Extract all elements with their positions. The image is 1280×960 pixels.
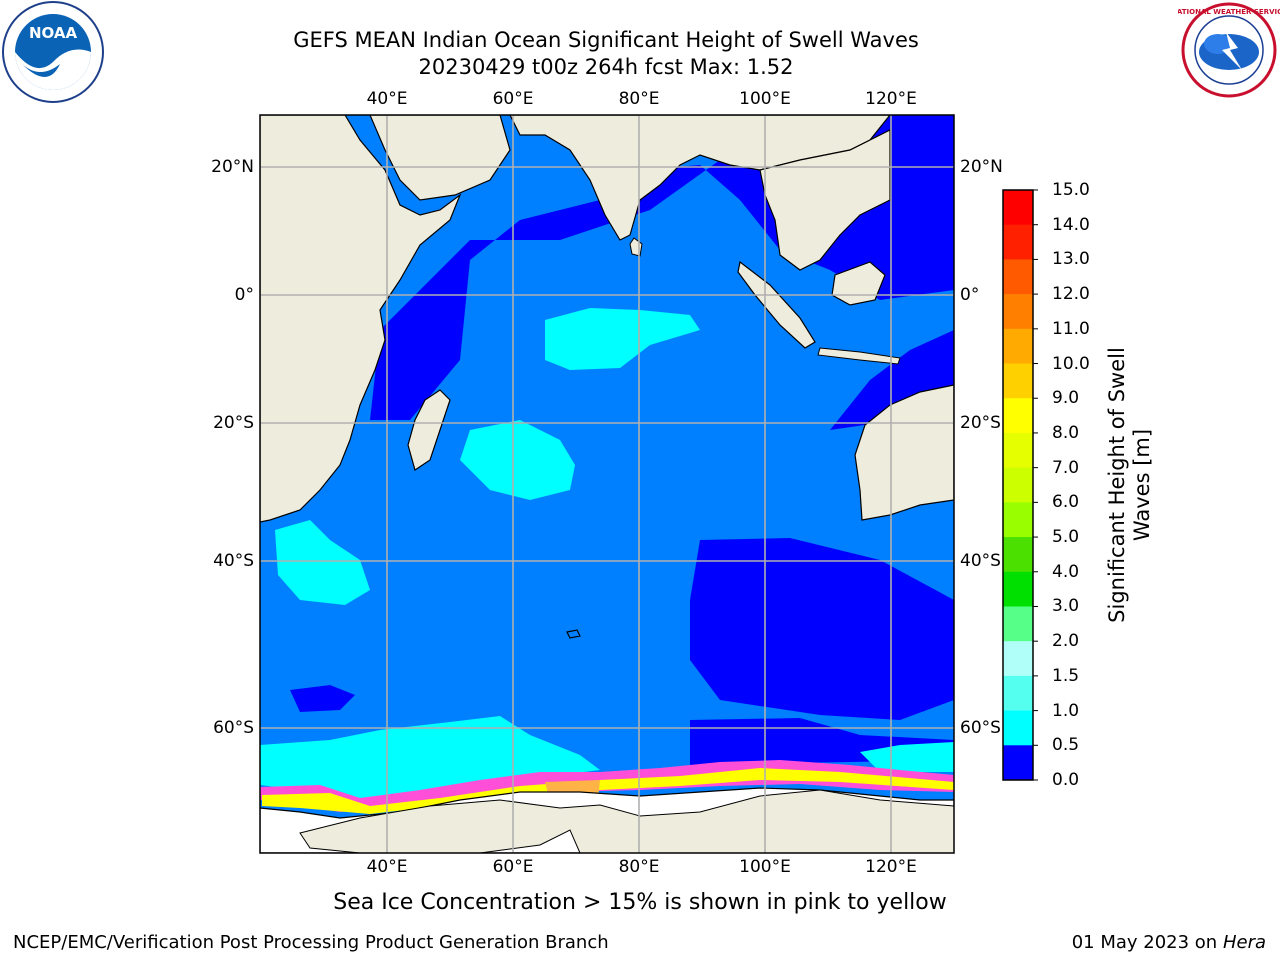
colorbar-title-line1: Significant Height of Swell [1105,347,1129,623]
lon-label-bottom-60e: 60°E [492,857,534,877]
colorbar-segment [1003,502,1033,538]
high-swell-patch-3 [275,520,370,605]
map-title: GEFS MEAN Indian Ocean Significant Heigh… [293,28,919,52]
antarctica-interior [299,789,954,853]
sumatra-land [737,260,816,349]
australia-land [854,384,954,521]
map-gridlines [260,115,954,853]
lat-label-right-20n: 20°N [960,157,1003,177]
colorbar-segment [1003,537,1033,573]
colorbar-segment [1003,432,1033,469]
colorbar-tick-label: 12.0 [1052,284,1090,305]
indochina-land [759,129,891,271]
colorbar-tick-label: 14.0 [1052,214,1090,235]
lat-label-left-20n: 20°N [211,157,254,177]
lat-label-left-60s: 60°S [213,718,254,738]
footer-producer: NCEP/EMC/Verification Post Processing Pr… [13,932,609,953]
footer-date-text: 01 May 2023 on [1071,932,1218,953]
colorbar-tick-label: 0.0 [1052,770,1080,790]
colorbar-segment [1003,606,1033,642]
colorbar-segment [1003,571,1033,607]
colorbar-segment [1003,224,1033,260]
kerguelen-island [566,629,581,639]
colorbar-segment [1003,467,1033,503]
colorbar-tick-label: 7.0 [1052,457,1080,478]
colorbar-title-line2: Waves [m] [1130,428,1154,542]
nws-logo: NATIONAL WEATHER SERVICE [1178,2,1280,98]
lat-label-right-60s: 60°S [960,718,1001,738]
colorbar-tick-label: 8.0 [1052,422,1080,443]
sea-ice-caption: Sea Ice Concentration > 15% is shown in … [333,890,947,915]
colorbar-segment [1003,328,1033,365]
colorbar-tick-label: 9.0 [1052,388,1080,409]
lon-label-top-60e: 60°E [492,89,534,109]
colorbar-segment [1003,710,1033,746]
colorbar-segment [1003,294,1033,330]
colorbar-tick-label: 0.5 [1052,735,1080,756]
lon-label-bottom-40e: 40°E [366,857,408,877]
footer-date: 01 May 2023 on Hera [1072,932,1266,953]
colorbar-tick-label: 15.0 [1052,180,1090,200]
map-subtitle: 20230429 t00z 264h fcst Max: 1.52 [418,55,794,79]
colorbar [1002,189,1038,781]
colorbar-segment [1003,641,1033,677]
nws-logo-text: NATIONAL WEATHER SERVICE [1178,8,1280,16]
colorbar-tick-label: 3.0 [1052,596,1080,617]
colorbar-segment [1003,190,1033,226]
colorbar-tick-label: 10.0 [1052,353,1090,374]
colorbar-segment [1003,259,1033,295]
colorbar-tick-label: 4.0 [1052,561,1080,582]
footer-machine: Hera [1222,932,1266,953]
colorbar-segment [1003,398,1033,434]
high-swell-patch-2 [460,420,575,500]
high-swell-patch-se [860,742,954,772]
map-frame [259,114,955,854]
madagascar-land [407,389,451,471]
lon-label-top-100e: 100°E [739,89,791,109]
low-swell-patch-sw [290,685,355,712]
high-swell-patch-1 [545,308,700,370]
noaa-logo-text: NOAA [29,24,78,42]
lon-label-top-40e: 40°E [366,89,408,109]
colorbar-title: Significant Height of Swell Waves [m] [1105,285,1155,685]
lat-label-right-20s: 20°S [960,413,1001,433]
lon-label-bottom-80e: 80°E [618,857,660,877]
colorbar-tick-label: 13.0 [1052,249,1090,270]
lon-label-top-120e: 120°E [865,89,917,109]
colorbar-tick-label: 1.5 [1052,665,1080,686]
lon-label-bottom-100e: 100°E [739,857,791,877]
lon-label-top-80e: 80°E [618,89,660,109]
colorbar-tick-label: 2.0 [1052,631,1080,652]
colorbar-tick-label: 5.0 [1052,527,1080,548]
lat-label-right-0: 0° [960,285,980,305]
low-swell-region-se [690,538,954,720]
colorbar-frame [1002,189,1034,781]
colorbar-tick-label: 6.0 [1052,492,1080,513]
lon-label-bottom-120e: 120°E [865,857,917,877]
lat-label-right-40s: 40°S [960,551,1001,571]
sea-ice-yellow [262,768,954,814]
java-land [817,347,901,365]
lat-label-left-0: 0° [234,285,254,305]
colorbar-tick-label: 1.0 [1052,700,1080,721]
colorbar-segment [1003,675,1033,712]
lat-label-left-40s: 40°S [213,551,254,571]
arabia-land [369,115,511,201]
colorbar-tick-label: 11.0 [1052,318,1090,339]
colorbar-segment [1003,745,1033,781]
lat-label-left-20s: 20°S [213,413,254,433]
noaa-logo: NOAA [2,1,104,103]
colorbar-segment [1003,363,1033,399]
